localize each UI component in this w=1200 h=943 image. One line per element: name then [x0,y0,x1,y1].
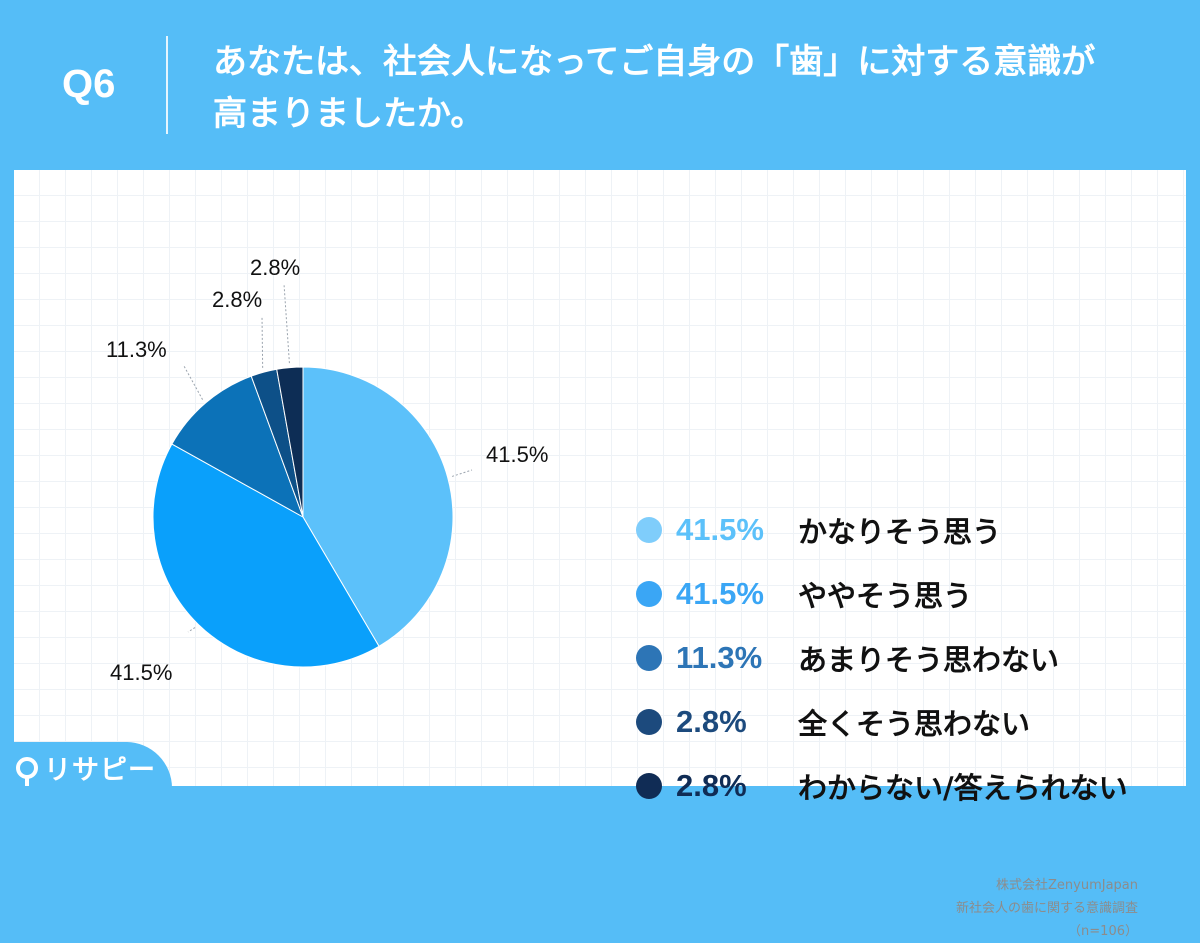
legend-item: 11.3% あまりそう思わない [636,626,1176,690]
data-label: 41.5% [486,442,548,467]
data-label: 2.8% [250,255,300,280]
legend-label: あまりそう思わない [798,643,1060,677]
header: Q6 あなたは、社会人になってご自身の「歯」に対する意識が 高まりましたか。 [0,0,1200,170]
question-number: Q6 [62,62,116,106]
legend-label: かなりそう思う [798,515,1002,549]
pie-chart: 41.5% 41.5% 11.3% 2.8% 2.8% [106,255,548,685]
legend-percentage: 11.3% [676,640,763,675]
legend-dot-icon [636,645,662,671]
legend-item: 41.5% かなりそう思う [636,498,1176,562]
leader-line [451,469,473,477]
chart-card: 41.5% 41.5% 11.3% 2.8% 2.8% 41.5% かなりそう思う 41.5… [14,170,1186,939]
legend-percentage: 41.5% [676,512,764,547]
pie-slice [276,366,304,518]
legend-item: 2.8% 全くそう思わない [636,690,1176,754]
legend-percentage: 2.8% [676,768,747,803]
pie-slice [302,366,454,647]
legend-dot-icon [636,581,662,607]
legend-dot-icon [636,517,662,543]
legend-label: わからない/答えられない [798,771,1128,805]
data-label: 41.5% [110,660,172,685]
chart-legend: 41.5% かなりそう思う 41.5% ややそう思う 11.3% あまりそう思わない 2.8… [636,498,1176,818]
question-line-1: あなたは、社会人になってご自身の「歯」に対する意識が [213,42,1096,82]
source-sample: （n=106） [1068,924,1138,939]
location-pin-icon [16,756,38,786]
data-label: 11.3% [106,337,167,362]
source-survey: 新社会人の歯に関する意識調査 [955,901,1138,916]
header-divider [166,36,168,134]
question-line-2: 高まりましたか。 [213,94,485,134]
leader-line [183,365,204,400]
pie-slice [171,375,304,519]
legend-dot-icon [636,709,662,735]
legend-percentage: 41.5% [676,576,764,611]
logo-text: リサピー [44,755,156,786]
source-company: 株式会社ZenyumJapan [996,878,1138,893]
leader-line [261,315,264,368]
brand-logo: リサピー [16,748,156,787]
legend-percentage: 2.8% [676,704,747,739]
legend-label: ややそう思う [798,579,973,613]
data-label: 2.8% [212,287,262,312]
source-note: 株式会社ZenyumJapan 新社会人の歯に関する意識調査 （n=106） [778,874,1138,943]
leader-line [187,627,196,633]
legend-item: 41.5% ややそう思う [636,562,1176,626]
question-title: あなたは、社会人になってご自身の「歯」に対する意識が 高まりましたか。 [213,36,1173,140]
legend-item: 2.8% わからない/答えられない [636,754,1176,818]
legend-dot-icon [636,773,662,799]
leader-line [283,283,290,364]
legend-label: 全くそう思わない [798,707,1031,741]
pie-slice [152,443,380,668]
